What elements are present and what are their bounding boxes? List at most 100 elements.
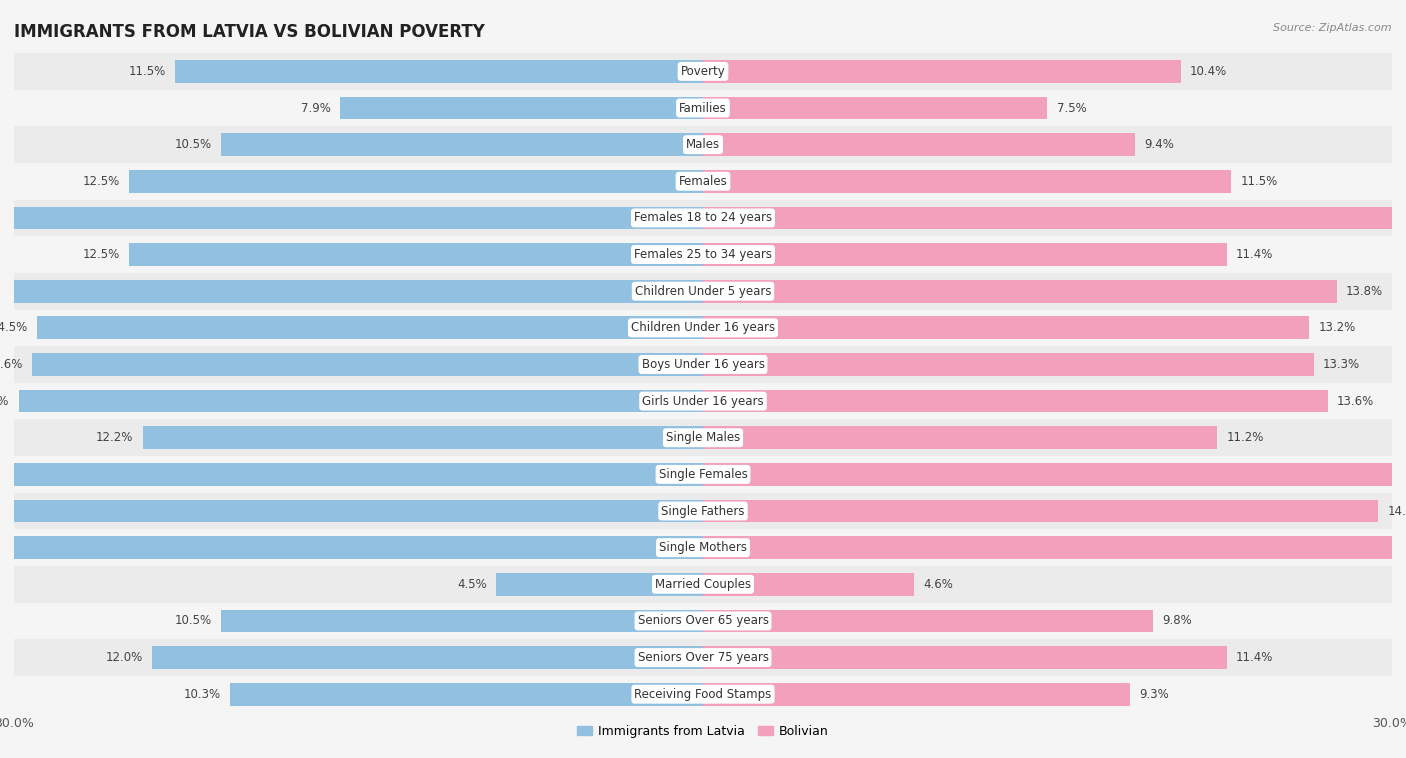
Bar — [32, 353, 703, 376]
Bar — [14, 493, 1392, 529]
Text: 12.0%: 12.0% — [105, 651, 142, 664]
Text: 11.2%: 11.2% — [1226, 431, 1264, 444]
Text: Females 18 to 24 years: Females 18 to 24 years — [634, 211, 772, 224]
Text: 11.5%: 11.5% — [128, 65, 166, 78]
Bar — [14, 383, 1392, 419]
Bar — [703, 353, 1313, 376]
Text: Children Under 16 years: Children Under 16 years — [631, 321, 775, 334]
Text: 14.7%: 14.7% — [1388, 505, 1406, 518]
Legend: Immigrants from Latvia, Bolivian: Immigrants from Latvia, Bolivian — [572, 719, 834, 743]
Bar — [37, 317, 703, 339]
Bar — [703, 170, 1232, 193]
Text: 12.5%: 12.5% — [83, 175, 120, 188]
Bar — [703, 207, 1406, 229]
Bar — [703, 280, 1337, 302]
Bar — [703, 683, 1130, 706]
Text: Poverty: Poverty — [681, 65, 725, 78]
Text: 11.5%: 11.5% — [1240, 175, 1278, 188]
Text: 12.2%: 12.2% — [96, 431, 134, 444]
Bar — [14, 89, 1392, 127]
Bar — [129, 243, 703, 266]
Bar — [14, 199, 1392, 236]
Bar — [14, 273, 1392, 309]
Text: Single Fathers: Single Fathers — [661, 505, 745, 518]
Bar — [0, 537, 703, 559]
Text: 14.6%: 14.6% — [0, 358, 24, 371]
Text: 9.8%: 9.8% — [1163, 615, 1192, 628]
Text: 13.6%: 13.6% — [1337, 395, 1374, 408]
Bar — [703, 647, 1226, 669]
Bar — [221, 609, 703, 632]
Bar — [703, 500, 1378, 522]
Bar — [0, 463, 703, 486]
Text: IMMIGRANTS FROM LATVIA VS BOLIVIAN POVERTY: IMMIGRANTS FROM LATVIA VS BOLIVIAN POVER… — [14, 23, 485, 41]
Bar — [0, 207, 703, 229]
Text: 10.3%: 10.3% — [184, 688, 221, 700]
Bar — [703, 427, 1218, 449]
Text: 7.5%: 7.5% — [1057, 102, 1087, 114]
Bar — [14, 309, 1392, 346]
Bar — [0, 500, 703, 522]
Text: Females 25 to 34 years: Females 25 to 34 years — [634, 248, 772, 261]
Bar — [14, 53, 1392, 89]
Bar — [18, 390, 703, 412]
Bar — [703, 463, 1406, 486]
Bar — [703, 573, 914, 596]
Bar — [14, 603, 1392, 639]
Bar — [0, 280, 703, 302]
Bar — [703, 390, 1327, 412]
Bar — [14, 566, 1392, 603]
Bar — [340, 97, 703, 119]
Text: Single Mothers: Single Mothers — [659, 541, 747, 554]
Bar — [14, 163, 1392, 199]
Bar — [174, 60, 703, 83]
Text: Girls Under 16 years: Girls Under 16 years — [643, 395, 763, 408]
Text: 10.4%: 10.4% — [1189, 65, 1227, 78]
Text: Females: Females — [679, 175, 727, 188]
Bar — [14, 346, 1392, 383]
Text: 12.5%: 12.5% — [83, 248, 120, 261]
Text: Seniors Over 65 years: Seniors Over 65 years — [637, 615, 769, 628]
Bar — [129, 170, 703, 193]
Text: Families: Families — [679, 102, 727, 114]
Text: Single Females: Single Females — [658, 468, 748, 481]
Bar — [703, 537, 1406, 559]
Bar — [14, 419, 1392, 456]
Text: 13.8%: 13.8% — [1346, 285, 1384, 298]
Bar — [14, 236, 1392, 273]
Text: 14.9%: 14.9% — [0, 395, 10, 408]
Bar — [14, 456, 1392, 493]
Text: 13.2%: 13.2% — [1319, 321, 1355, 334]
Text: Married Couples: Married Couples — [655, 578, 751, 590]
Bar — [14, 639, 1392, 676]
Text: Seniors Over 75 years: Seniors Over 75 years — [637, 651, 769, 664]
Text: 13.3%: 13.3% — [1323, 358, 1360, 371]
Text: Receiving Food Stamps: Receiving Food Stamps — [634, 688, 772, 700]
Bar — [703, 609, 1153, 632]
Text: Boys Under 16 years: Boys Under 16 years — [641, 358, 765, 371]
Text: 11.4%: 11.4% — [1236, 248, 1274, 261]
Bar — [703, 317, 1309, 339]
Bar — [703, 133, 1135, 156]
Bar — [703, 243, 1226, 266]
Text: Males: Males — [686, 138, 720, 151]
Bar — [14, 676, 1392, 713]
Bar — [231, 683, 703, 706]
Text: Single Males: Single Males — [666, 431, 740, 444]
Text: 4.5%: 4.5% — [457, 578, 486, 590]
Text: 4.6%: 4.6% — [924, 578, 953, 590]
Text: Children Under 5 years: Children Under 5 years — [634, 285, 772, 298]
Text: 7.9%: 7.9% — [301, 102, 330, 114]
Bar — [703, 97, 1047, 119]
Bar — [14, 529, 1392, 566]
Bar — [496, 573, 703, 596]
Bar — [703, 60, 1181, 83]
Bar — [221, 133, 703, 156]
Text: 14.5%: 14.5% — [0, 321, 28, 334]
Bar — [152, 647, 703, 669]
Bar — [142, 427, 703, 449]
Text: Source: ZipAtlas.com: Source: ZipAtlas.com — [1274, 23, 1392, 33]
Bar — [14, 127, 1392, 163]
Text: 11.4%: 11.4% — [1236, 651, 1274, 664]
Text: 9.4%: 9.4% — [1144, 138, 1174, 151]
